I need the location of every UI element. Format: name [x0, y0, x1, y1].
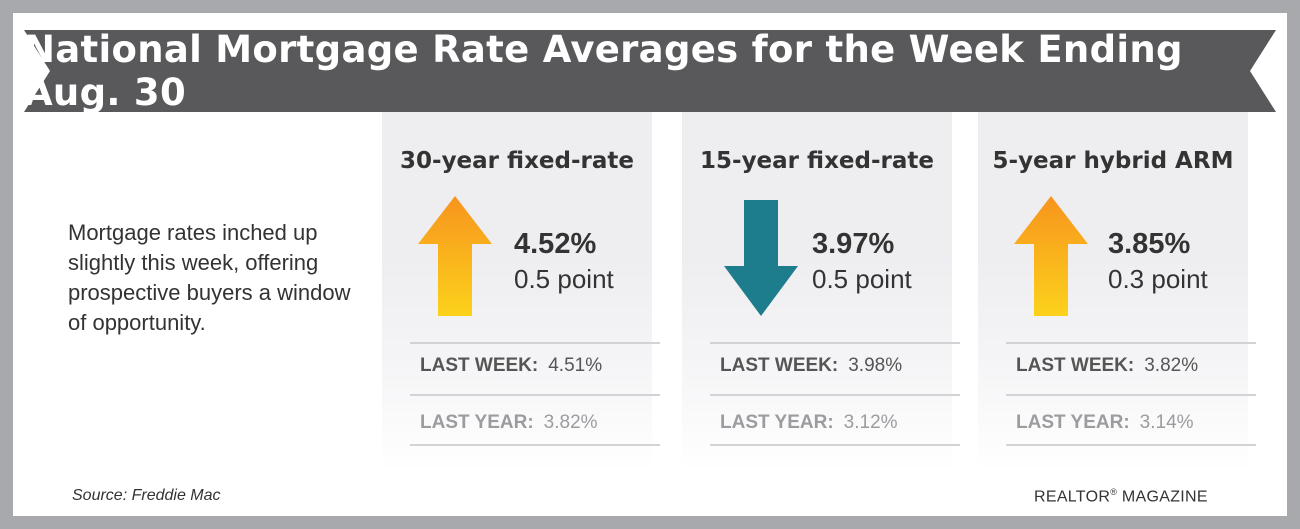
arrow-up-icon — [418, 196, 492, 316]
rate-card-15-year: 15-year fixed-rate 3.97% 0.5 point LAST … — [682, 112, 960, 472]
divider — [710, 342, 960, 344]
divider — [710, 394, 960, 396]
card-title: 30-year fixed-rate — [400, 148, 634, 174]
rate-change: 0.5 point — [812, 264, 912, 294]
divider — [710, 444, 960, 446]
arrow-down-icon — [724, 200, 798, 316]
card-title: 5-year hybrid ARM — [992, 148, 1234, 174]
last-week-stat: LAST WEEK: 3.82% — [1016, 355, 1198, 377]
last-week-stat: LAST WEEK: 3.98% — [720, 355, 902, 377]
divider — [1006, 394, 1256, 396]
last-year-value: 3.14% — [1139, 412, 1194, 433]
last-year-label: LAST YEAR: — [1016, 412, 1130, 433]
divider — [1006, 444, 1256, 446]
title-banner — [24, 30, 1276, 112]
rate-card-5-year-arm: 5-year hybrid ARM 3.85% 0.3 point LAST W… — [978, 112, 1256, 472]
rate-card-30-year: 30-year fixed-rate 4.52% 0.5 point LAST … — [382, 112, 660, 472]
intro-text: Mortgage rates inched up slightly this w… — [68, 220, 351, 335]
last-week-label: LAST WEEK: — [420, 355, 539, 376]
brand-name: REALTOR — [1034, 488, 1111, 506]
last-year-stat: LAST YEAR: 3.82% — [420, 412, 598, 434]
rate-change: 0.5 point — [514, 264, 614, 294]
rate-change: 0.3 point — [1108, 264, 1208, 294]
last-year-value: 3.82% — [543, 412, 598, 433]
last-week-label: LAST WEEK: — [1016, 355, 1135, 376]
brand-logo-text: REALTOR® MAGAZINE — [1034, 487, 1208, 506]
divider — [410, 444, 660, 446]
divider — [1006, 342, 1256, 344]
last-year-stat: LAST YEAR: 3.14% — [1016, 412, 1194, 434]
divider — [410, 394, 660, 396]
last-year-label: LAST YEAR: — [720, 412, 834, 433]
last-week-value: 3.98% — [848, 355, 903, 376]
last-week-value: 4.51% — [548, 355, 603, 376]
page-title: National Mortgage Rate Averages for the … — [24, 28, 1183, 114]
brand-suffix: MAGAZINE — [1121, 488, 1208, 506]
current-rate: 4.52% — [514, 228, 597, 260]
divider — [410, 342, 660, 344]
current-rate: 3.97% — [812, 228, 895, 260]
last-year-value: 3.12% — [843, 412, 898, 433]
last-year-stat: LAST YEAR: 3.12% — [720, 412, 898, 434]
arrow-up-icon — [1014, 196, 1088, 316]
last-week-value: 3.82% — [1144, 355, 1199, 376]
last-week-stat: LAST WEEK: 4.51% — [420, 355, 602, 377]
source-credit: Source: Freddie Mac — [72, 487, 221, 504]
card-title: 15-year fixed-rate — [700, 148, 934, 174]
registered-mark: ® — [1110, 487, 1118, 497]
last-year-label: LAST YEAR: — [420, 412, 534, 433]
last-week-label: LAST WEEK: — [720, 355, 839, 376]
current-rate: 3.85% — [1108, 228, 1191, 260]
